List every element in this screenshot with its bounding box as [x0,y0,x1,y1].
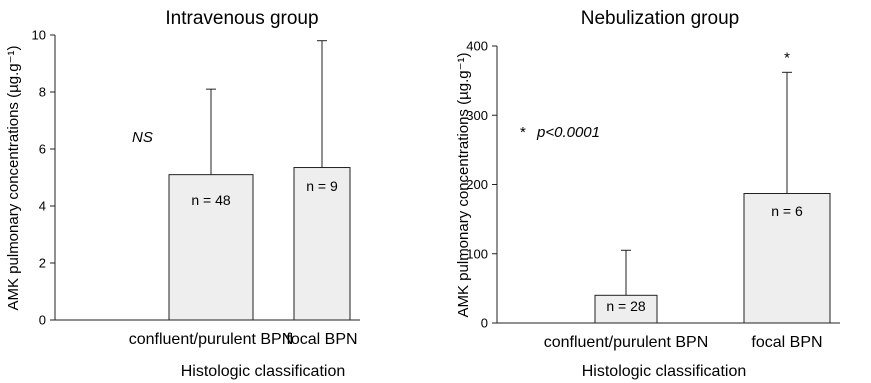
bar-n-label: n = 6 [771,203,803,219]
y-tick-label: 0 [39,313,46,328]
bar [594,294,658,324]
y-tick-label: 10 [32,28,46,43]
x-tick-label: focal BPN [286,331,357,348]
significance-annotation: * [520,124,526,141]
bar-n-label: n = 28 [606,298,646,314]
chart-title: Nebulization group [581,8,739,29]
x-tick-label: confluent/purulent BPN [544,334,709,351]
y-axis-label: AMK pulmonary concentrations (µg.g⁻¹) [455,52,472,317]
bar [168,174,254,321]
y-tick-label: 2 [39,256,46,271]
chart-panel-2: Nebulization group 0 100 200 300 400 n = 28 con… [455,8,840,380]
bar [293,167,351,321]
y-axis-label: AMK pulmonary concentrations (µg.g⁻¹) [5,45,22,310]
y-tick-label: 400 [466,39,488,54]
y-tick-label: 8 [39,85,46,100]
y-tick-label: 100 [466,246,488,261]
chart-panel-1: Intravenous group 0 2 4 6 8 10 n = 48 confluent/… [5,8,360,380]
bar [743,193,831,324]
significance-annotation: NS [132,129,153,146]
x-axis-label: Histologic classification [582,363,747,380]
y-tick-label: 6 [39,142,46,157]
significance-annotation: p<0.0001 [536,124,600,141]
x-tick-label: confluent/purulent BPN [129,331,294,348]
chart-title: Intravenous group [165,8,318,29]
y-tick-label: 300 [466,108,488,123]
bar-n-label: n = 48 [191,192,231,208]
significance-marker: * [784,49,790,66]
x-tick-label: focal BPN [751,334,822,351]
y-tick-label: 0 [481,316,488,331]
y-tick-label: 4 [39,199,46,214]
x-axis-label: Histologic classification [181,363,346,380]
y-tick-label: 200 [466,177,488,192]
bar-n-label: n = 9 [306,178,338,194]
